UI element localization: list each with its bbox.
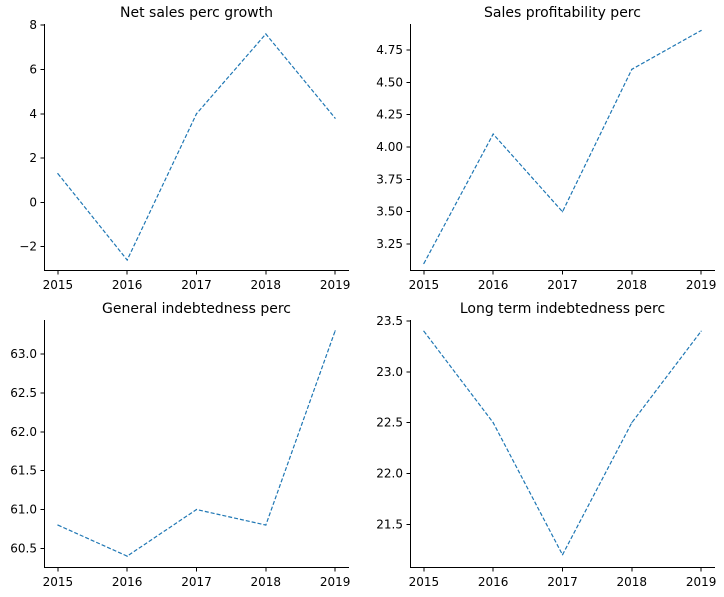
x-tick-label: 2017 xyxy=(181,278,212,292)
data-point xyxy=(265,524,267,526)
x-tick-label: 2015 xyxy=(43,278,74,292)
x-tick-label: 2017 xyxy=(547,278,578,292)
x-tick-label: 2018 xyxy=(617,575,648,589)
chart-general-indebtedness: General indebtedness perc 2015 2016 2017 201… xyxy=(10,301,350,589)
x-tick-label: 2019 xyxy=(320,278,351,292)
series-line xyxy=(423,29,702,264)
data-point xyxy=(561,554,564,556)
y-tick-label: 22.5 xyxy=(376,416,403,430)
y-tick-label: 60.5 xyxy=(10,541,37,555)
x-tick-label: 2018 xyxy=(251,575,282,589)
data-point xyxy=(126,555,128,557)
data-point xyxy=(334,330,336,332)
x-tick-label: 2017 xyxy=(547,575,578,589)
chart-long-term-indebtedness: Long term indebtedness perc 2015 2016 2017 2… xyxy=(376,301,716,589)
data-point xyxy=(423,262,425,265)
x-tick-label: 2015 xyxy=(43,575,74,589)
x-tick-label: 2016 xyxy=(112,575,143,589)
chart-net-sales-growth: Net sales perc growth 2015 2016 2017 2018 201… xyxy=(19,5,350,292)
x-tick-label: 2019 xyxy=(686,278,717,292)
data-point xyxy=(700,29,702,32)
y-tick-label: 8 xyxy=(29,18,37,32)
y-tick-label: 62.5 xyxy=(10,386,37,400)
y-tick-label: 61.0 xyxy=(10,503,37,517)
data-point xyxy=(631,68,633,70)
y-tick-label: 0 xyxy=(29,195,37,209)
y-tick-label: 62.0 xyxy=(10,425,37,439)
data-point xyxy=(195,508,198,511)
data-point xyxy=(195,113,198,115)
y-tick-label: 3.75 xyxy=(376,172,403,186)
data-point xyxy=(423,330,425,332)
series-line xyxy=(57,330,336,557)
y-tick-label: 6 xyxy=(29,62,37,76)
chart-title: General indebtedness perc xyxy=(102,301,291,317)
x-tick-label: 2015 xyxy=(409,575,440,589)
x-tick-label: 2016 xyxy=(478,575,509,589)
x-tick-label: 2016 xyxy=(478,278,509,292)
data-point xyxy=(700,330,702,332)
data-point xyxy=(57,172,59,175)
data-point xyxy=(492,422,494,424)
y-tick-label: −2 xyxy=(19,240,37,254)
series-line xyxy=(57,33,336,262)
y-tick-label: 3.25 xyxy=(376,237,403,251)
y-tick-label: 22.0 xyxy=(376,466,403,480)
y-tick-label: 2 xyxy=(29,151,37,165)
x-tick-label: 2019 xyxy=(686,575,717,589)
y-tick-label: 4.25 xyxy=(376,108,403,122)
y-tick-label: 23.0 xyxy=(376,365,403,379)
chart-title: Net sales perc growth xyxy=(120,5,273,21)
y-tick-label: 4.50 xyxy=(376,75,403,89)
data-point xyxy=(631,422,633,424)
y-tick-label: 63.0 xyxy=(10,347,37,361)
y-tick-label: 4.75 xyxy=(376,43,403,57)
data-point xyxy=(265,33,267,35)
data-point xyxy=(561,211,564,213)
data-point xyxy=(126,259,128,261)
data-point xyxy=(492,133,494,135)
data-point xyxy=(57,524,59,526)
y-tick-label: 4.00 xyxy=(376,140,403,154)
x-tick-label: 2018 xyxy=(251,278,282,292)
chart-title: Long term indebtedness perc xyxy=(460,301,665,317)
x-tick-label: 2017 xyxy=(181,575,212,589)
y-tick-label: 23.5 xyxy=(376,314,403,328)
y-tick-label: 3.50 xyxy=(376,205,403,219)
x-tick-label: 2019 xyxy=(320,575,351,589)
x-tick-label: 2015 xyxy=(409,278,440,292)
data-point xyxy=(334,117,336,119)
x-tick-label: 2018 xyxy=(617,278,648,292)
series-line xyxy=(423,330,702,557)
y-tick-label: 61.5 xyxy=(10,464,37,478)
chart-sales-profitability: Sales profitability perc 2015 2016 2017 2018… xyxy=(376,5,716,292)
chart-title: Sales profitability perc xyxy=(484,5,641,21)
y-tick-label: 4 xyxy=(29,107,37,121)
x-tick-label: 2016 xyxy=(112,278,143,292)
y-tick-label: 21.5 xyxy=(376,517,403,531)
